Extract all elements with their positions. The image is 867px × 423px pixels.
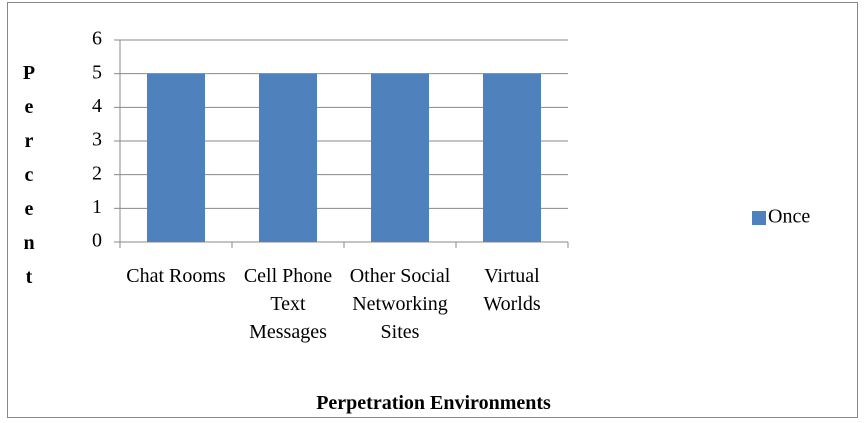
x-tick-label: Cell Phone Text Messages (243, 265, 333, 343)
legend-swatch (752, 211, 766, 225)
legend-label: Once (768, 206, 810, 228)
y-tick-label: 6 (92, 28, 102, 50)
y-axis-label: Percent (22, 62, 36, 288)
y-tick-label: 3 (92, 129, 102, 151)
chart-border (7, 2, 858, 418)
y-tick-label: 4 (92, 95, 102, 117)
bar (147, 73, 205, 243)
y-tick-label: 5 (92, 61, 102, 83)
bar (483, 73, 541, 243)
y-tick-label: 1 (92, 196, 102, 218)
y-tick-label: 2 (92, 162, 102, 184)
bar (371, 73, 429, 243)
bar (259, 73, 317, 243)
x-tick-label: Chat Rooms (126, 265, 226, 287)
x-tick-label: Virtual Worlds (483, 265, 541, 315)
x-tick-label: Other Social Networking Sites (349, 265, 451, 343)
y-tick-label: 0 (92, 230, 102, 252)
x-axis-label: Perpetration Environments (316, 392, 551, 414)
